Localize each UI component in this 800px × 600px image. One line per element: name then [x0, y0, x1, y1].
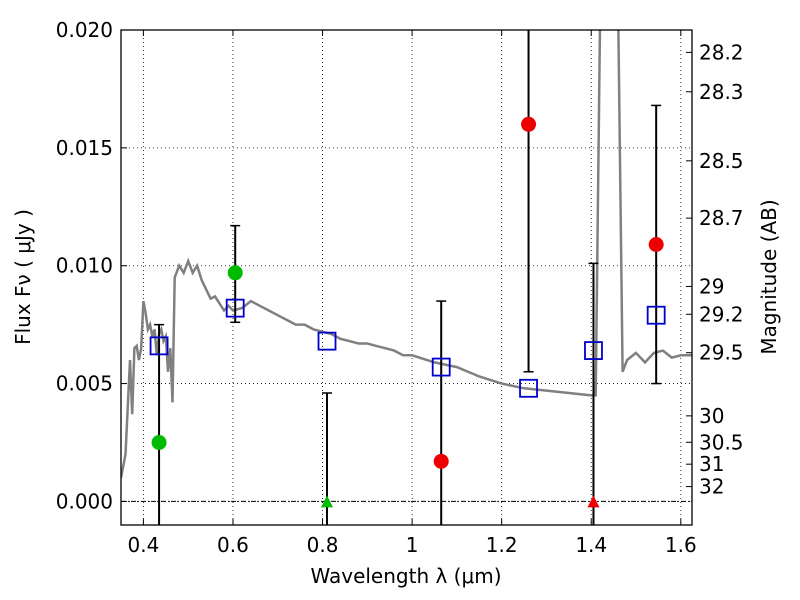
- upper-limit-triangle: [321, 495, 334, 508]
- model-flux-square: [225, 298, 245, 318]
- y2-tick-label: 28.2: [699, 40, 744, 64]
- plot-frame: [120, 29, 693, 526]
- y2-tick-label: 28.7: [699, 206, 744, 230]
- x-tick-label: 1.2: [486, 533, 518, 557]
- x-tick-label: 1: [406, 533, 419, 557]
- observed-flux-point: [151, 435, 167, 450]
- x-tick-label: 0.4: [127, 533, 159, 557]
- axes: 0.4 0.6 0.8 1 1.2 1.4 1.6 0.000 0.005 0.010 0.015 0…: [56, 18, 744, 557]
- model-flux-square: [584, 341, 603, 360]
- model-spectrum-line: [121, 30, 692, 479]
- x-tick-label: 0.6: [217, 533, 249, 557]
- y-tick-label: 0.010: [56, 254, 113, 278]
- error-bars-layer: [154, 30, 662, 525]
- model-flux-square: [431, 357, 451, 377]
- model-flux-square: [519, 378, 538, 398]
- y-tick-label: 0.005: [56, 372, 113, 396]
- y2-tick-label: 28.5: [699, 149, 744, 173]
- y2-tick-label: 29.2: [699, 302, 744, 326]
- y2-tick-label: 31: [699, 452, 724, 476]
- y2-tick-label: 29.5: [699, 341, 744, 365]
- x-tick-label: 0.8: [307, 533, 339, 557]
- observed-flux-point: [648, 237, 664, 252]
- y-tick-label: 0.015: [56, 136, 113, 160]
- y2-tick-label: 28.3: [699, 80, 744, 104]
- y2-axis-label: Magnitude (AB): [757, 199, 781, 354]
- model-flux-square: [646, 305, 666, 325]
- observed-flux-point: [521, 116, 537, 132]
- model-flux-square: [149, 336, 169, 356]
- observed-flux-point: [227, 265, 243, 281]
- x-tick-label: 1.4: [575, 533, 607, 557]
- upper-limit-triangle: [587, 495, 600, 508]
- y-axis-label: Flux Fν ( μJy ): [11, 209, 35, 345]
- markers-layer: [149, 116, 666, 508]
- model-spectrum-layer: [121, 30, 692, 479]
- model-flux-square: [317, 331, 337, 351]
- grid: [121, 29, 692, 525]
- observed-flux-point: [433, 453, 449, 469]
- y2-tick-label: 30.5: [699, 430, 744, 454]
- x-axis-label: Wavelength λ (μm): [310, 564, 501, 588]
- x-tick-label: 1.6: [665, 533, 697, 557]
- y2-tick-label: 30: [699, 404, 724, 428]
- y-tick-label: 0.000: [56, 489, 113, 513]
- y-tick-label: 0.020: [56, 18, 113, 42]
- y2-tick-label: 29: [699, 274, 724, 298]
- y2-tick-label: 32: [699, 475, 724, 499]
